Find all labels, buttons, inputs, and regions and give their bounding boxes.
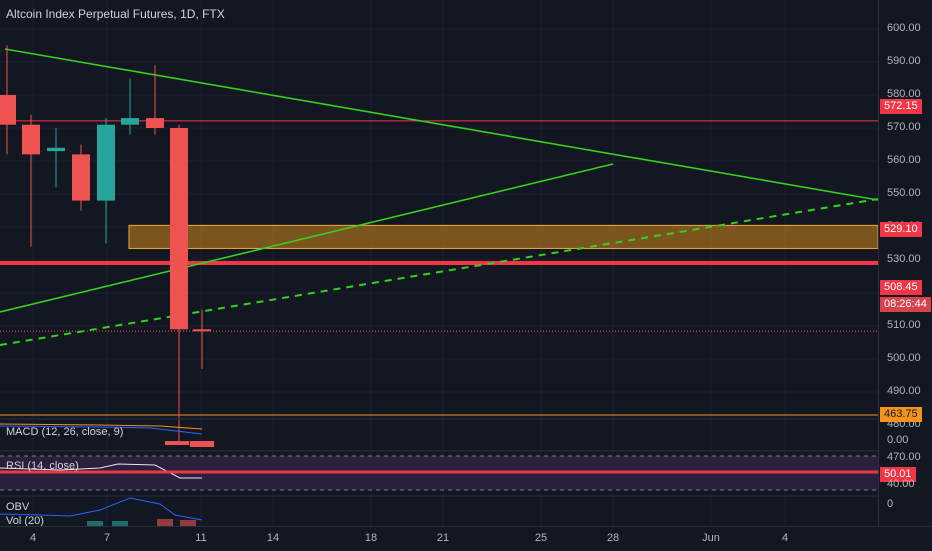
candle-body <box>72 154 90 201</box>
obv-zero-tick: 0 <box>887 498 894 510</box>
time-tick: 7 <box>103 532 111 544</box>
time-tick: 18 <box>364 532 378 544</box>
candle-body <box>97 124 115 201</box>
candle-body <box>170 128 188 330</box>
time-tick: 28 <box>606 532 620 544</box>
candle-body <box>0 95 16 125</box>
ascending-trendline <box>0 163 614 313</box>
time-tick: 4 <box>29 532 37 544</box>
price-tick: 470.00 <box>887 451 921 463</box>
price-tick: 600.00 <box>887 22 921 34</box>
macd-histogram-bar <box>190 441 214 447</box>
volume-bar <box>87 521 103 526</box>
macd-histogram-bar <box>165 441 189 445</box>
macd-zero-tick: 0.00 <box>887 434 909 446</box>
rsi-line <box>0 463 202 479</box>
obv-line <box>0 497 203 521</box>
time-axis[interactable]: 4 7 11 14 18 21 25 28 Jun 4 <box>0 526 932 551</box>
dashed-trendline <box>0 198 878 346</box>
price-tick: 510.00 <box>887 319 921 331</box>
low-level-badge: 463.75 <box>880 407 922 422</box>
last-price-badge: 508.45 <box>880 280 922 295</box>
rsi-low-tick: 40.00 <box>887 478 915 490</box>
candle-body <box>146 118 164 128</box>
chart-title: Altcoin Index Perpetual Futures, 1D, FTX <box>6 7 225 21</box>
time-tick: 21 <box>436 532 450 544</box>
volume-bar <box>157 519 173 526</box>
obv-label[interactable]: OBV <box>6 501 30 513</box>
time-tick: 4 <box>781 532 789 544</box>
price-axis[interactable]: 600.00590.00580.00570.00560.00550.00540.… <box>878 0 932 526</box>
candle-body <box>22 124 40 155</box>
resistance-badge: 572.15 <box>880 99 922 114</box>
price-tick: 550.00 <box>887 187 921 199</box>
vol-label[interactable]: Vol (20) <box>6 515 44 527</box>
macd-line <box>0 425 203 435</box>
rsi-label[interactable]: RSI (14, close) <box>6 460 79 472</box>
descending-trendline <box>4 48 878 201</box>
price-tick: 500.00 <box>887 352 921 364</box>
macd-signal-line <box>0 423 203 430</box>
support-badge: 529.10 <box>880 222 922 237</box>
price-tick: 560.00 <box>887 154 921 166</box>
rsi-value-badge: 50.01 <box>880 467 916 482</box>
price-tick: 590.00 <box>887 55 921 67</box>
candle-body <box>193 329 211 332</box>
time-tick: Jun <box>702 532 720 544</box>
candle-body <box>47 147 65 152</box>
countdown-badge: 08:26:44 <box>880 297 931 312</box>
time-tick: 14 <box>266 532 280 544</box>
price-tick: 530.00 <box>887 253 921 265</box>
price-tick: 580.00 <box>887 88 921 100</box>
chart-area[interactable]: Altcoin Index Perpetual Futures, 1D, FTX… <box>0 0 878 527</box>
price-chart[interactable] <box>0 0 878 526</box>
volume-bar <box>180 520 196 526</box>
price-tick: 570.00 <box>887 121 921 133</box>
orange-zone <box>128 224 878 249</box>
macd-label[interactable]: MACD (12, 26, close, 9) <box>6 426 124 438</box>
volume-bar <box>112 521 128 526</box>
time-tick: 25 <box>534 532 548 544</box>
time-tick: 11 <box>195 532 207 544</box>
price-tick: 490.00 <box>887 385 921 397</box>
candle-body <box>121 118 139 125</box>
